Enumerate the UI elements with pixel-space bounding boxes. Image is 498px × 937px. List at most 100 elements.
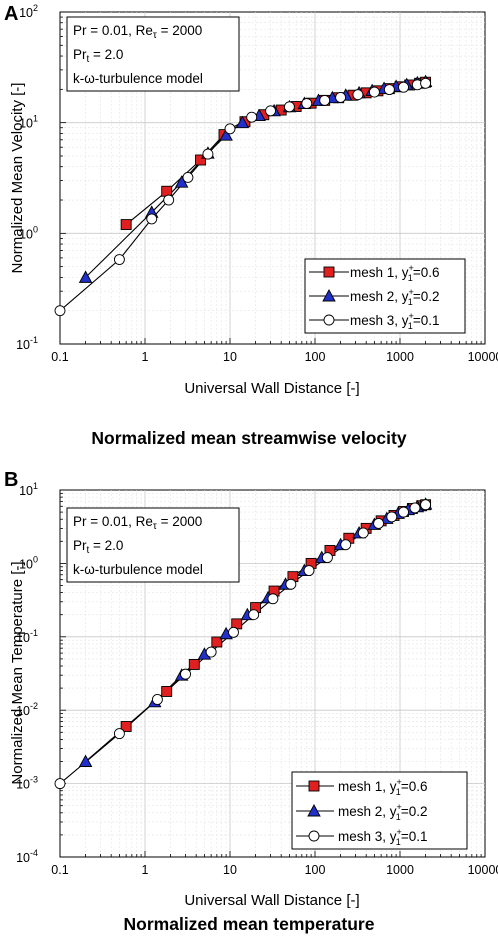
x-tick-label: 10000 <box>468 350 498 364</box>
series-3-point <box>373 518 385 529</box>
panel-a-annotation-line1: Pr = 0.01, Reτ = 2000 <box>73 23 202 41</box>
y-tick-label: 10-4 <box>16 848 38 865</box>
y-tick-label: 102 <box>19 3 38 20</box>
series-3-point <box>285 578 297 590</box>
x-tick-label: 1000 <box>386 863 414 877</box>
series-3-point <box>383 84 395 96</box>
panel-b: B 0.1 1 10 100 1000 10000 10-4 10-3 10-2 10-1 100… <box>4 469 498 934</box>
series-3-point <box>151 694 163 705</box>
panel-b-annotation-box <box>66 507 240 583</box>
legend-marker-1 <box>323 266 335 278</box>
series-3-point <box>267 593 279 605</box>
series-3-point <box>335 91 347 103</box>
panel-a-legend-entry-1: mesh 1, y+ 1=0.6 <box>350 263 439 283</box>
x-tick-label: 0.1 <box>51 350 68 364</box>
legend-marker-3 <box>308 830 320 842</box>
series-3-point <box>283 101 295 113</box>
series-2-point <box>219 128 233 141</box>
x-tick-label: 10 <box>223 863 237 877</box>
panel-b-annotation-line2: Prt = 2.0 <box>73 538 123 556</box>
series-3-point <box>146 213 158 225</box>
series-3-point <box>319 94 331 106</box>
panel-b-y-axis-title: Normalized Mean Temperature [-] <box>9 561 26 784</box>
panel-b-legend-entry-1: mesh 1, y+ 1=0.6 <box>338 777 427 797</box>
panel-a-plot-area <box>59 11 486 345</box>
series-3-point <box>368 86 380 98</box>
series-3-point <box>420 77 432 89</box>
panel-b-caption: Normalized mean temperature <box>124 914 375 934</box>
series-3-point <box>409 502 421 514</box>
series-3-point <box>386 511 398 523</box>
series-3-point <box>113 728 125 740</box>
series-3-point <box>202 148 214 160</box>
x-tick-label: 1 <box>142 863 149 877</box>
series-3-point <box>420 499 432 511</box>
panel-b-annotation-line3: k-ω-turbulence model <box>73 562 203 577</box>
legend-marker-3 <box>323 314 335 326</box>
series-2-point <box>78 270 93 283</box>
panel-a-annotation-box <box>66 16 240 92</box>
series-1-point <box>188 659 200 670</box>
series-3-point <box>398 506 409 518</box>
series-3-point <box>352 89 364 101</box>
panel-b-legend: mesh 1, y+ 1=0.6 mesh 2, y+ 1=0.2 mesh 3, … <box>291 771 468 850</box>
series-1-point <box>211 636 223 648</box>
legend-marker-2 <box>322 289 336 302</box>
series-3-point <box>228 626 239 638</box>
y-tick-label: 100 <box>19 554 38 571</box>
panel-a-series <box>54 74 433 317</box>
panel-b-legend-entry-3: mesh 3, y+ 1=0.1 <box>338 827 427 847</box>
x-tick-label: 100 <box>305 863 326 877</box>
series-3-point <box>113 254 125 265</box>
series-3-point <box>54 778 66 790</box>
y-tick-label: 101 <box>19 114 38 131</box>
panel-a-y-axis-title: Normalized Mean Velocity [-] <box>9 83 26 274</box>
panel-a-legend-entry-2: mesh 2, y+ 1=0.2 <box>350 287 439 307</box>
series-3-point <box>303 565 315 576</box>
series-3-point <box>54 305 66 317</box>
x-tick-label: 10000 <box>468 863 498 877</box>
series-3-point <box>321 552 333 564</box>
panel-b-annotation: Pr = 0.01, Reτ = 2000 Prt = 2.0 k-ω-turb… <box>66 507 240 583</box>
x-tick-label: 0.1 <box>51 863 68 877</box>
panel-a-tick-marks <box>59 16 482 345</box>
y-tick-label: 10-2 <box>16 701 38 718</box>
series-3-point <box>163 194 175 206</box>
panel-b-x-tick-labels: 0.1 1 10 100 1000 10000 <box>51 863 498 877</box>
series-2-point <box>235 115 250 129</box>
series-3-point <box>357 527 369 539</box>
series-3-point <box>224 123 236 135</box>
series-3-point <box>248 609 260 621</box>
panel-a-letter: A <box>4 3 18 25</box>
x-tick-label: 1000 <box>386 350 414 364</box>
series-3-point <box>340 539 352 551</box>
series-2-point <box>78 754 93 767</box>
y-tick-label: 10-1 <box>16 335 38 352</box>
panel-a-legend-marks <box>309 266 349 326</box>
panel-a-y-tick-labels: 10-1 100 101 102 <box>16 3 38 352</box>
series-3-point <box>398 81 409 93</box>
panel-a-annotation: Pr = 0.01, Reτ = 2000 Prt = 2.0 k-ω-turb… <box>66 16 240 92</box>
y-tick-label: 101 <box>19 481 38 498</box>
panel-a-legend-entry-3: mesh 3, y+ 1=0.1 <box>350 311 439 331</box>
series-1-point <box>120 219 132 231</box>
panel-b-legend-marks <box>296 780 334 842</box>
panel-b-annotation-line1: Pr = 0.01, Reτ = 2000 <box>73 514 202 532</box>
panel-b-y-tick-labels: 10-4 10-3 10-2 10-1 100 101 <box>16 481 38 865</box>
y-tick-label: 10-1 <box>16 628 38 645</box>
panel-a-caption: Normalized mean streamwise velocity <box>91 428 406 448</box>
panel-a-legend: mesh 1, y+ 1=0.6 mesh 2, y+ 1=0.2 mesh 3, … <box>304 258 466 334</box>
panel-a-annotation-line3: k-ω-turbulence model <box>73 71 203 86</box>
panel-a: A 0.1 1 10 100 1000 10000 10-1 100 101 102 Pr = … <box>4 3 498 448</box>
series-3-point <box>246 111 258 123</box>
series-3-point <box>182 171 194 183</box>
series-1-point <box>195 154 206 166</box>
series-3-point <box>205 646 217 658</box>
x-tick-label: 100 <box>305 350 326 364</box>
panel-b-plot-area <box>59 489 486 858</box>
series-3-point <box>180 668 192 680</box>
x-tick-label: 10 <box>223 350 237 364</box>
panel-a-x-axis-title: Universal Wall Distance [-] <box>184 380 359 397</box>
y-tick-label: 100 <box>19 224 38 241</box>
